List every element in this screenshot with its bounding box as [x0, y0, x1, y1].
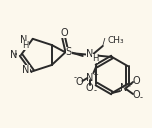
Text: H: H [92, 55, 98, 63]
Text: ": " [13, 52, 17, 61]
Text: O: O [132, 76, 140, 86]
Text: N: N [20, 35, 28, 45]
Text: S: S [66, 47, 72, 57]
Text: N: N [86, 73, 93, 83]
Text: N: N [86, 49, 93, 59]
Text: N: N [120, 83, 128, 93]
Text: O: O [61, 28, 69, 38]
Text: O: O [132, 90, 140, 100]
Text: H: H [22, 41, 29, 50]
Text: N: N [10, 50, 17, 60]
Text: +: + [92, 72, 98, 78]
Text: -: - [74, 73, 77, 83]
Text: N: N [22, 65, 30, 75]
Text: CH₃: CH₃ [108, 36, 124, 45]
Text: O: O [86, 83, 93, 93]
Text: -: - [140, 93, 143, 103]
Text: -: - [94, 87, 97, 95]
Text: /: / [102, 38, 105, 48]
Text: O: O [76, 77, 83, 87]
Text: +: + [126, 82, 132, 88]
